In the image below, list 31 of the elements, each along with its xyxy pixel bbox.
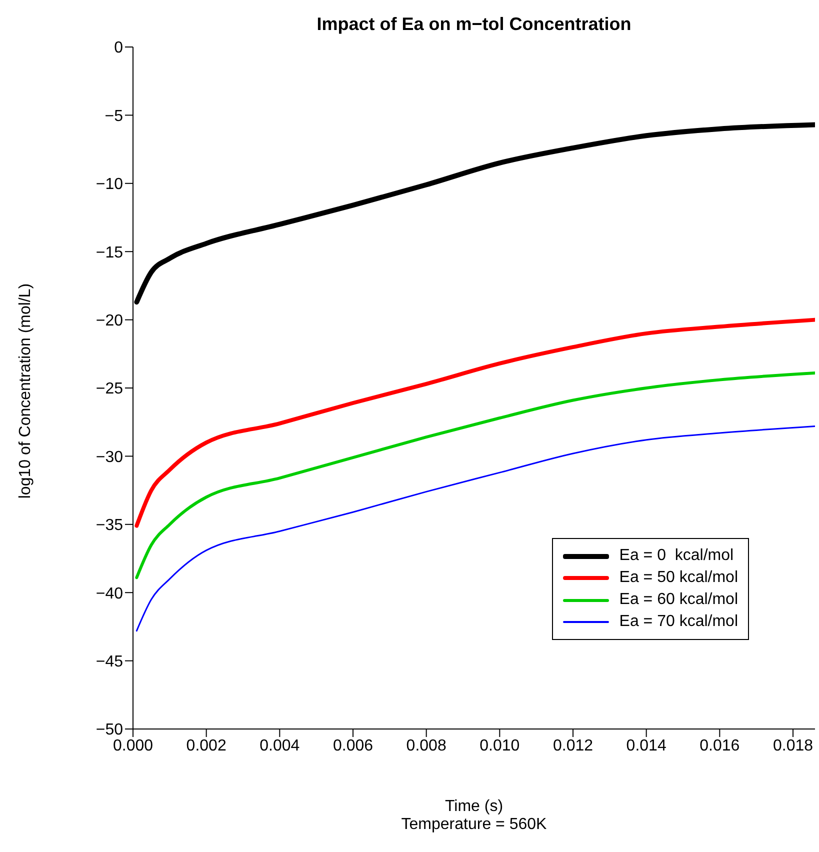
line-series (136, 425, 815, 632)
x-tick-label: 0.006 (332, 737, 374, 754)
y-tick-label: −25 (96, 380, 124, 398)
legend-label: Ea = 50 kcal/mol (619, 569, 738, 587)
legend-label: Ea = 0 kcal/mol (619, 547, 734, 565)
legend-label: Ea = 60 kcal/mol (619, 591, 738, 609)
x-tick-label: 0.000 (112, 737, 154, 754)
x-tick-label: 0.018 (772, 737, 814, 754)
y-tick-label: −10 (96, 176, 124, 194)
y-tick-label: −20 (96, 312, 124, 330)
y-tick-label: −15 (96, 244, 124, 262)
chart-title: Impact of Ea on m−tol Concentration (316, 14, 632, 35)
text: Temperature = 560K (400, 816, 548, 834)
y-tick-label: −30 (96, 448, 124, 466)
y-tick-label: −35 (96, 517, 124, 534)
y-tick-label: −50 (96, 722, 124, 739)
x-axis-title: Time (s) (444, 798, 504, 816)
x-tick-label: 0.004 (260, 737, 300, 754)
legend-label: Ea = 70 kcal/mol (619, 613, 738, 631)
y-axis-title: log10 of Concentration (mol/L) (17, 283, 35, 499)
x-tick-label: 0.010 (480, 737, 520, 754)
x-tick-label: 0.016 (700, 737, 740, 754)
y-tick-label: −45 (96, 653, 124, 670)
x-tick-label: 0.012 (552, 737, 594, 754)
y-tick-label: −5 (104, 108, 124, 125)
line-series (134, 318, 815, 528)
x-tick-label: 0.014 (626, 737, 666, 754)
x-tick-label: 0.008 (406, 737, 446, 754)
y-tick-label: −40 (96, 585, 124, 602)
x-tick-label: 0.002 (186, 737, 226, 754)
y-tick-label: 0 (114, 40, 124, 57)
